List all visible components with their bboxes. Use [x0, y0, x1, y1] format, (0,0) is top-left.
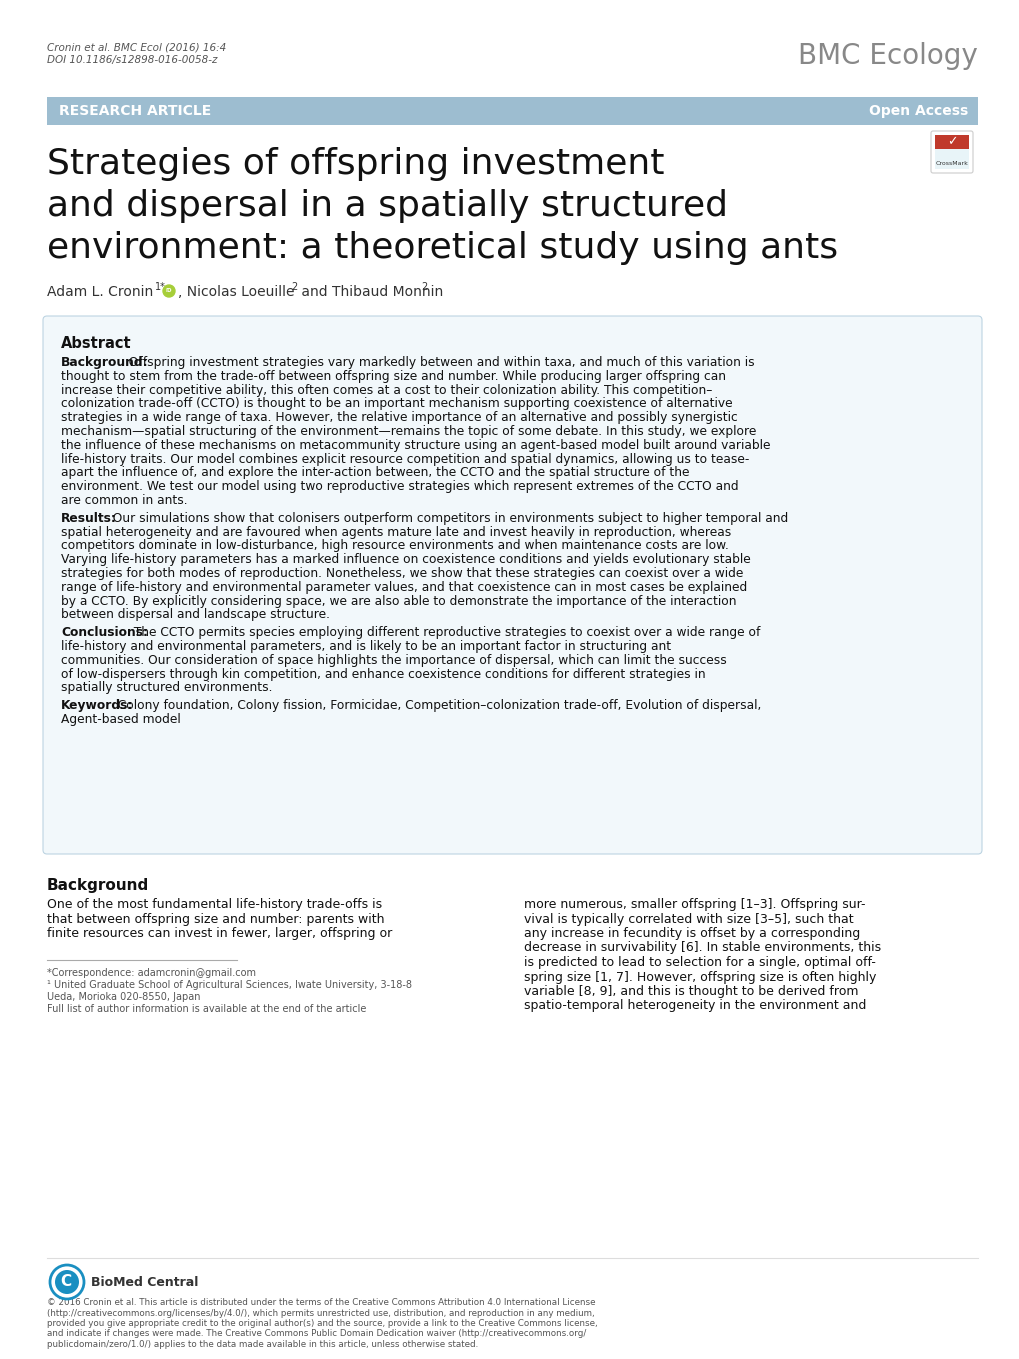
Text: Agent-based model: Agent-based model — [61, 713, 180, 726]
Text: Keywords:: Keywords: — [61, 699, 133, 712]
Text: colonization trade-off (CCTO) is thought to be an important mechanism supporting: colonization trade-off (CCTO) is thought… — [61, 397, 732, 410]
Bar — [934, 149, 968, 169]
Text: and Thibaud Monnin: and Thibaud Monnin — [297, 285, 443, 299]
Text: One of the most fundamental life-history trade-offs is: One of the most fundamental life-history… — [47, 898, 382, 911]
Text: is predicted to lead to selection for a single, optimal off-: is predicted to lead to selection for a … — [524, 955, 875, 969]
Text: Strategies of offspring investment: Strategies of offspring investment — [47, 147, 663, 181]
Text: that between offspring size and number: parents with: that between offspring size and number: … — [47, 912, 384, 925]
Text: spatio-temporal heterogeneity in the environment and: spatio-temporal heterogeneity in the env… — [524, 999, 866, 1012]
Text: by a CCTO. By explicitly considering space, we are also able to demonstrate the : by a CCTO. By explicitly considering spa… — [61, 595, 736, 607]
Text: Abstract: Abstract — [61, 336, 131, 351]
Text: between dispersal and landscape structure.: between dispersal and landscape structur… — [61, 609, 330, 621]
Text: Full list of author information is available at the end of the article: Full list of author information is avail… — [47, 1003, 366, 1014]
Text: Offspring investment strategies vary markedly between and within taxa, and much : Offspring investment strategies vary mar… — [121, 356, 754, 370]
Text: spring size [1, 7]. However, offspring size is often highly: spring size [1, 7]. However, offspring s… — [524, 970, 876, 984]
Text: C: C — [60, 1275, 71, 1290]
Text: of low-dispersers through kin competition, and enhance coexistence conditions fo: of low-dispersers through kin competitio… — [61, 667, 705, 681]
Text: life-history and environmental parameters, and is likely to be an important fact: life-history and environmental parameter… — [61, 640, 671, 654]
Text: iD: iD — [165, 288, 172, 294]
Text: publicdomain/zero/1.0/) applies to the data made available in this article, unle: publicdomain/zero/1.0/) applies to the d… — [47, 1340, 478, 1349]
Text: (http://creativecommons.org/licenses/by/4.0/), which permits unrestricted use, d: (http://creativecommons.org/licenses/by/… — [47, 1309, 594, 1317]
Text: 1*: 1* — [155, 283, 166, 292]
Text: Results:: Results: — [61, 512, 117, 525]
Text: strategies for both modes of reproduction. Nonetheless, we show that these strat: strategies for both modes of reproductio… — [61, 567, 743, 580]
FancyBboxPatch shape — [930, 130, 972, 173]
Text: , Nicolas Loeuille: , Nicolas Loeuille — [178, 285, 294, 299]
Text: environment: a theoretical study using ants: environment: a theoretical study using a… — [47, 231, 838, 265]
Text: finite resources can invest in fewer, larger, offspring or: finite resources can invest in fewer, la… — [47, 927, 392, 940]
Text: increase their competitive ability, this often comes at a cost to their coloniza: increase their competitive ability, this… — [61, 383, 711, 397]
Text: BioMed Central: BioMed Central — [91, 1276, 198, 1288]
Bar — [47, 96, 977, 125]
Text: Ueda, Morioka 020-8550, Japan: Ueda, Morioka 020-8550, Japan — [47, 992, 201, 1002]
Text: mechanism—spatial structuring of the environment—remains the topic of some debat: mechanism—spatial structuring of the env… — [61, 425, 756, 438]
Text: more numerous, smaller offspring [1–3]. Offspring sur-: more numerous, smaller offspring [1–3]. … — [524, 898, 865, 911]
Circle shape — [163, 285, 175, 298]
Text: are common in ants.: are common in ants. — [61, 495, 187, 507]
Text: thought to stem from the trade-off between offspring size and number. While prod: thought to stem from the trade-off betwe… — [61, 370, 726, 383]
Text: Background:: Background: — [61, 356, 149, 370]
Text: DOI 10.1186/s12898-016-0058-z: DOI 10.1186/s12898-016-0058-z — [47, 54, 217, 65]
Text: strategies in a wide range of taxa. However, the relative importance of an alter: strategies in a wide range of taxa. Howe… — [61, 412, 737, 424]
Text: range of life-history and environmental parameter values, and that coexistence c: range of life-history and environmental … — [61, 580, 747, 594]
Text: Colony foundation, Colony fission, Formicidae, Competition–colonization trade-of: Colony foundation, Colony fission, Formi… — [110, 699, 761, 712]
Text: Our simulations show that colonisers outperform competitors in environments subj: Our simulations show that colonisers out… — [105, 512, 787, 525]
Text: ¹ United Graduate School of Agricultural Sciences, Iwate University, 3-18-8: ¹ United Graduate School of Agricultural… — [47, 980, 412, 989]
Text: variable [8, 9], and this is thought to be derived from: variable [8, 9], and this is thought to … — [524, 985, 858, 998]
Text: provided you give appropriate credit to the original author(s) and the source, p: provided you give appropriate credit to … — [47, 1320, 597, 1328]
Text: CrossMark: CrossMark — [934, 160, 967, 166]
Text: and indicate if changes were made. The Creative Commons Public Domain Dedication: and indicate if changes were made. The C… — [47, 1329, 586, 1339]
Text: RESEARCH ARTICLE: RESEARCH ARTICLE — [59, 105, 211, 118]
Text: competitors dominate in low-disturbance, high resource environments and when mai: competitors dominate in low-disturbance,… — [61, 540, 729, 552]
Text: The CCTO permits species employing different reproductive strategies to coexist : The CCTO permits species employing diffe… — [126, 626, 760, 639]
Text: © 2016 Cronin et al. This article is distributed under the terms of the Creative: © 2016 Cronin et al. This article is dis… — [47, 1298, 595, 1307]
Text: and dispersal in a spatially structured: and dispersal in a spatially structured — [47, 189, 728, 223]
Text: 2: 2 — [290, 283, 297, 292]
Text: communities. Our consideration of space highlights the importance of dispersal, : communities. Our consideration of space … — [61, 654, 727, 667]
Text: Conclusions:: Conclusions: — [61, 626, 148, 639]
Text: any increase in fecundity is offset by a corresponding: any increase in fecundity is offset by a… — [524, 927, 860, 940]
Bar — [934, 135, 968, 149]
Circle shape — [55, 1271, 78, 1294]
Text: *Correspondence: adamcronin@gmail.com: *Correspondence: adamcronin@gmail.com — [47, 968, 256, 977]
Text: Adam L. Cronin: Adam L. Cronin — [47, 285, 153, 299]
Text: spatial heterogeneity and are favoured when agents mature late and invest heavil: spatial heterogeneity and are favoured w… — [61, 526, 731, 538]
FancyBboxPatch shape — [43, 317, 981, 853]
Text: 2: 2 — [421, 283, 427, 292]
Text: decrease in survivability [6]. In stable environments, this: decrease in survivability [6]. In stable… — [524, 942, 880, 954]
Text: life-history traits. Our model combines explicit resource competition and spatia: life-history traits. Our model combines … — [61, 453, 749, 466]
Text: BMC Ecology: BMC Ecology — [798, 42, 977, 71]
Circle shape — [50, 1265, 84, 1299]
Text: vival is typically correlated with size [3–5], such that: vival is typically correlated with size … — [524, 912, 853, 925]
Text: environment. We test our model using two reproductive strategies which represent: environment. We test our model using two… — [61, 480, 738, 493]
Text: Varying life-history parameters has a marked influence on coexistence conditions: Varying life-history parameters has a ma… — [61, 553, 750, 567]
Text: Background: Background — [47, 878, 149, 893]
Text: Open Access: Open Access — [868, 105, 967, 118]
Text: ✓: ✓ — [946, 136, 956, 148]
Text: apart the influence of, and explore the inter-action between, the CCTO and the s: apart the influence of, and explore the … — [61, 466, 689, 480]
Text: the influence of these mechanisms on metacommunity structure using an agent-base: the influence of these mechanisms on met… — [61, 439, 769, 451]
Text: Cronin et al. BMC Ecol (2016) 16:4: Cronin et al. BMC Ecol (2016) 16:4 — [47, 42, 226, 52]
Text: spatially structured environments.: spatially structured environments. — [61, 681, 272, 694]
